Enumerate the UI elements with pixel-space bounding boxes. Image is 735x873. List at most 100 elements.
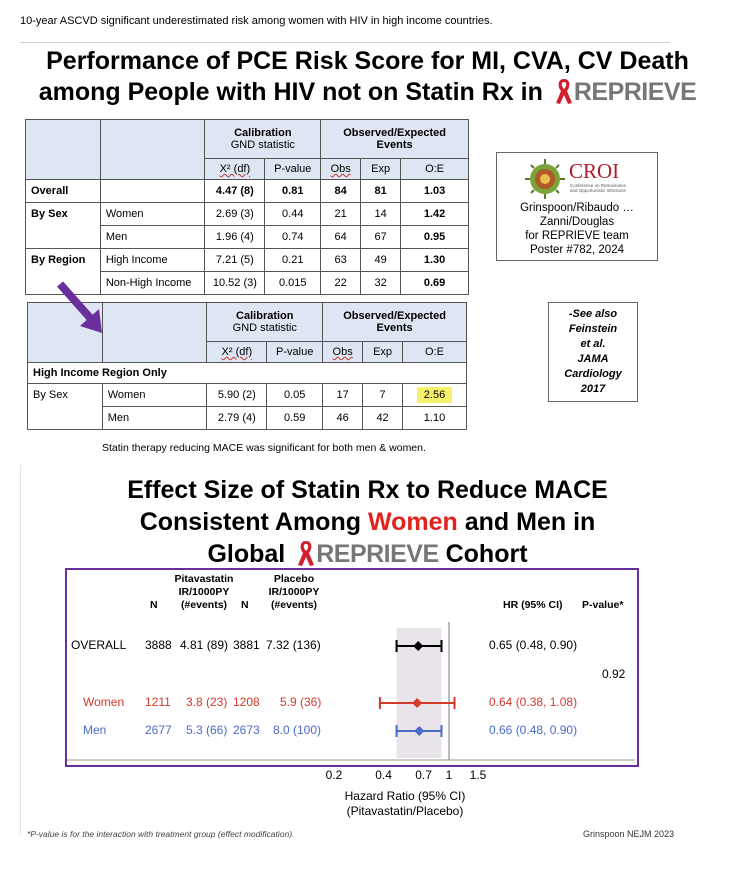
footnote: *P-value is for the interaction with tre… [27, 829, 295, 839]
see-also-box: -See also Feinstein et al. JAMA Cardiolo… [548, 302, 638, 402]
pita-header: Pitavastatin IR/1000PY (#events) [168, 573, 240, 612]
cell-p: 0.21 [264, 248, 322, 272]
hr-point [412, 698, 423, 708]
placebo-header: Placebo IR/1000PY (#events) [262, 573, 326, 612]
cell-hr: 0.66 (0.48, 0.90) [489, 723, 578, 737]
cell-ir-placebo: 7.32 (136) [266, 638, 321, 652]
oe-header: Observed/Expected [343, 310, 446, 322]
row-group: By Region [25, 248, 101, 272]
cell-oe: 1.03 [400, 179, 469, 203]
cell-oe: 0.95 [400, 225, 469, 249]
axis-title-line: (Pitavastatin/Placebo) [346, 804, 464, 818]
slide2-title-part: Consistent Among [139, 508, 368, 536]
row-label-women: Women [83, 695, 125, 709]
row-label-men: Men [83, 723, 107, 737]
cell-x2: 2.79 (4) [206, 406, 268, 430]
cell-obs: 21 [320, 202, 362, 226]
cell-oe: 0.69 [400, 271, 469, 295]
slide2-title-part: and Men in [457, 508, 596, 536]
cell-x2: 10.52 (3) [204, 271, 266, 295]
cell-ir-pita: 5.3 (66) [186, 723, 228, 737]
cell-obs: 46 [322, 406, 364, 430]
slide2-title-women: Women [367, 508, 458, 536]
slide2-title-part: Cohort [445, 540, 528, 568]
cell-n-pita: 2677 [145, 723, 172, 737]
cell-exp: 32 [360, 271, 402, 295]
croi-logo-sub: and Opportunistic Infections [570, 188, 626, 193]
slide1-title-line1: Performance of PCE Risk Score for MI, CV… [46, 47, 689, 75]
hr-point [414, 726, 425, 736]
highlighted-oe: 2.56 [416, 387, 453, 403]
cell-x2: 7.21 (5) [204, 248, 266, 272]
table-row: Overall 4.47 (8) 0.81 84 81 1.03 [25, 179, 469, 203]
mid-caption: Statin therapy reducing MACE was signifi… [102, 442, 426, 454]
events-label: (#events) [180, 599, 228, 611]
axis-title-line: Hazard Ratio (95% CI) [344, 789, 466, 803]
ribbon-icon [555, 79, 572, 104]
slide1-title: Performance of PCE Risk Score for MI, CV… [0, 46, 735, 108]
row-sub: High Income [99, 248, 206, 272]
row-sub [99, 179, 206, 203]
divider [20, 42, 670, 43]
cell-ir-placebo: 5.9 (36) [280, 695, 322, 709]
see-also-line: Cardiology [564, 368, 622, 380]
slide2-title-line1: Effect Size of Statin Rx to Reduce MACE [127, 476, 608, 504]
table-row: Men 2.79 (4) 0.59 46 42 1.10 [27, 406, 467, 430]
tick-label: 1 [446, 768, 453, 782]
cell-x2: 4.47 (8) [204, 179, 266, 203]
cell-exp: 14 [360, 202, 402, 226]
pce-table: Calibration GND statistic Observed/Expec… [25, 119, 469, 295]
cell-n-placebo: 1208 [233, 695, 260, 709]
placebo-label: Placebo [273, 573, 315, 585]
cell-hr: 0.65 (0.48, 0.90) [489, 638, 578, 652]
col-oe: O:E [400, 158, 469, 180]
cell-ir-placebo: 8.0 (100) [273, 723, 322, 737]
col-obs: Obs [330, 163, 351, 175]
see-also-line: et al. [580, 338, 606, 350]
col-exp: Exp [362, 341, 404, 363]
cell-oe: 1.10 [402, 406, 467, 430]
row-group: By Sex [25, 202, 101, 226]
cell-p: 0.015 [264, 271, 322, 295]
cell-x2: 2.69 (3) [204, 202, 266, 226]
source-citation: Grinspoon NEJM 2023 [583, 829, 675, 839]
virus-icon [525, 159, 565, 199]
see-also-line: 2017 [580, 383, 606, 395]
tick-label: 0.7 [415, 768, 432, 782]
see-also-line: Feinstein [568, 323, 618, 335]
row-sub: Non-High Income [99, 271, 206, 295]
cell-ir-pita: 3.8 (23) [186, 695, 228, 709]
slide1-title-line2: among People with HIV not on Statin Rx i… [38, 78, 543, 106]
gnd-subheader: GND statistic [232, 322, 297, 334]
events-label: (#events) [270, 599, 318, 611]
cell-hr: 0.64 (0.38, 1.08) [489, 695, 578, 709]
see-also-line: JAMA [577, 353, 609, 365]
see-also-line: -See also [568, 308, 618, 320]
croi-line: Grinspoon/Ribaudo … [520, 202, 634, 214]
row-sub: Men [99, 225, 206, 249]
hr-point [413, 641, 424, 651]
arrow-icon [57, 281, 102, 333]
forest-plot-frame [65, 568, 639, 767]
reprieve-logo: REPRIEVE [316, 540, 439, 568]
top-caption: 10-year ASCVD significant underestimated… [20, 15, 493, 27]
ir-label: IR/1000PY [268, 586, 320, 598]
axis-title: Hazard Ratio (95% CI) (Pitavastatin/Plac… [330, 789, 480, 819]
row-sub: Women [101, 383, 208, 407]
col-obs: Obs [332, 346, 353, 358]
cell-n-pita: 3888 [145, 638, 172, 652]
slide2-title: Effect Size of Statin Rx to Reduce MACE … [0, 474, 735, 570]
ribbon-icon [298, 541, 315, 566]
oe-header: Observed/Expected [343, 127, 446, 139]
table-row: By Sex Women 5.90 (2) 0.05 17 7 2.56 [27, 383, 467, 407]
pita-label: Pitavastatin [174, 573, 234, 585]
cell-exp: 42 [362, 406, 404, 430]
cell-n-pita: 1211 [145, 695, 171, 709]
col-exp: Exp [360, 158, 402, 180]
pvalue-header: P-value* [582, 599, 624, 611]
calibration-header: Calibration [236, 310, 294, 322]
col-x2: X² (df) [219, 163, 251, 175]
reprieve-logo: REPRIEVE [573, 78, 697, 106]
row-sub: Men [101, 406, 208, 430]
